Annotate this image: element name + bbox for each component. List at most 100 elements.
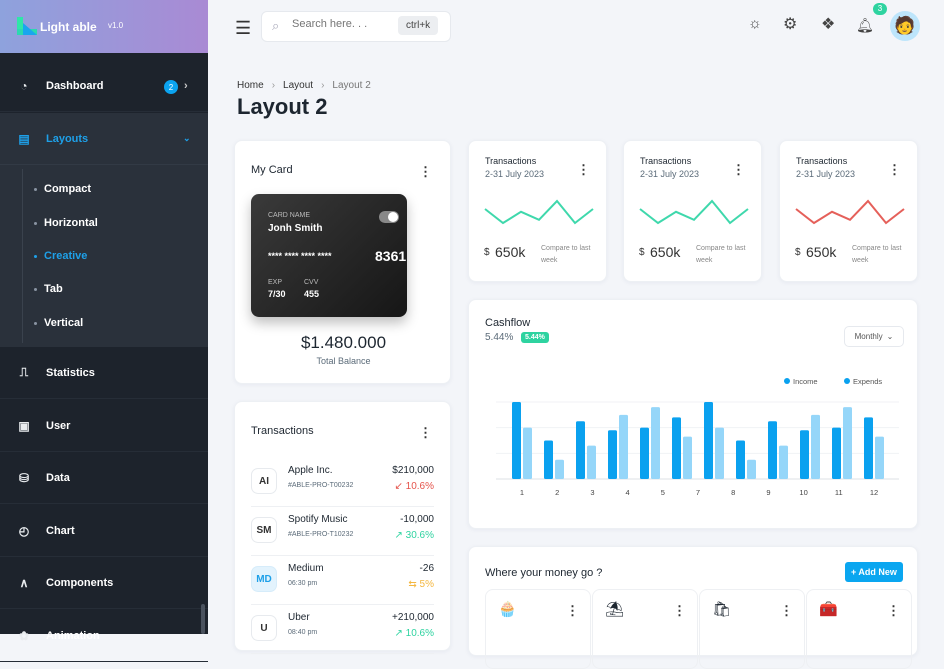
sidebar-item-data[interactable]: ⛁ Data xyxy=(0,452,208,504)
card-number-last: 8361 xyxy=(375,248,407,264)
bar-income xyxy=(864,417,873,479)
stat-value: 650k xyxy=(650,244,681,260)
credit-card[interactable]: CARD NAME Jonh Smith **** **** **** ****… xyxy=(251,194,407,317)
bell-icon[interactable]: 🔔︎ xyxy=(856,17,874,33)
x-tick-label: 4 xyxy=(626,488,630,497)
chevron-right-icon: › xyxy=(184,79,188,92)
money-category-card[interactable]: 🧁 ⋮ xyxy=(485,589,591,669)
transaction-name: Uber xyxy=(288,612,310,623)
sidebar-subitem-creative[interactable]: Creative xyxy=(0,242,208,270)
money-category-card[interactable]: 🧰 ⋮ xyxy=(806,589,912,669)
sidebar-item-layouts[interactable]: ▤ Layouts ⌄ xyxy=(0,113,208,165)
apps-icon[interactable]: ❖ xyxy=(821,16,836,33)
transaction-row[interactable]: SM Spotify Music #ABLE-PRO-T10232 -10,00… xyxy=(251,508,434,556)
menu-toggle-icon[interactable]: ☰ xyxy=(235,18,252,38)
transaction-name: Medium xyxy=(288,563,324,574)
search-input[interactable] xyxy=(292,18,392,30)
more-vertical-icon[interactable]: ⋮ xyxy=(887,603,900,618)
transaction-row[interactable]: MD Medium 06:30 pm -26 ⇆ 5% xyxy=(251,557,434,605)
money-title: Where your money go ? xyxy=(485,567,603,579)
legend-marker xyxy=(784,378,790,384)
search-box[interactable]: ⌕ ctrl+k xyxy=(261,11,451,42)
transaction-row[interactable]: AI Apple Inc. #ABLE-PRO-T00232 $210,000 … xyxy=(251,459,434,507)
stat-date: 2-31 July 2023 xyxy=(485,169,545,179)
user-card-icon: ▣ xyxy=(18,418,30,433)
transaction-sub: #ABLE-PRO-T10232 xyxy=(288,531,354,538)
sidebar-item-animation[interactable]: ✿ Animation xyxy=(0,610,208,662)
stat-title: Transactions xyxy=(796,156,848,166)
more-vertical-icon[interactable]: ⋮ xyxy=(888,162,901,177)
more-vertical-icon[interactable]: ⋮ xyxy=(419,164,432,179)
cvv-value: 455 xyxy=(304,289,320,299)
layout-icon: ▤ xyxy=(18,131,30,146)
avatar[interactable]: 🧑 xyxy=(890,11,920,41)
add-new-button[interactable]: + Add New xyxy=(845,562,903,582)
more-vertical-icon[interactable]: ⋮ xyxy=(732,162,745,177)
money-panel: Where your money go ? + Add New 🧁 ⋮ ⛱ ⋮ 🛍 ⋮ 🧰 ⋮ xyxy=(468,546,918,669)
sidebar-item-chart[interactable]: ◴ Chart xyxy=(0,505,208,557)
bar-expends xyxy=(619,414,628,479)
sparkline xyxy=(484,199,594,225)
transaction-row[interactable]: U Uber 08:40 pm +210,000 ↗ 10.6% xyxy=(251,606,434,654)
transaction-amount: -10,000 xyxy=(400,514,434,525)
cashflow-panel: Cashflow 5.44% 5.44% Monthly ⌄ Income Expe… xyxy=(468,299,918,529)
toggle-knob xyxy=(388,212,398,222)
search-icon: ⌕ xyxy=(272,18,280,33)
sun-icon[interactable]: ☼ xyxy=(748,15,762,32)
sidebar-scrollbar[interactable] xyxy=(201,604,205,634)
stat-card: Transactions 2-31 July 2023 ⋮ $ 650k Com… xyxy=(623,140,762,282)
transactions-panel: Transactions ⋮ AI Apple Inc. #ABLE-PRO-T… xyxy=(234,401,451,654)
money-category-card[interactable]: 🛍 ⋮ xyxy=(699,589,805,669)
money-category-card[interactable]: ⛱ ⋮ xyxy=(592,589,698,669)
total-balance: $1.480.000 xyxy=(300,333,387,352)
stat-card: Transactions 2-31 July 2023 ⋮ $ 650k Com… xyxy=(468,140,607,282)
bar-expends xyxy=(811,414,820,479)
sidebar-subitem-horizontal[interactable]: Horizontal xyxy=(0,209,208,237)
logo-icon xyxy=(17,17,37,35)
sidebar-item-user[interactable]: ▣ User xyxy=(0,400,208,452)
stat-date: 2-31 July 2023 xyxy=(640,169,700,179)
breadcrumb-home[interactable]: Home xyxy=(237,80,264,91)
sidebar-subitem-compact[interactable]: Compact xyxy=(0,175,208,203)
x-tick-label: 9 xyxy=(766,488,770,497)
sidebar-item-label: User xyxy=(46,419,71,432)
period-select[interactable]: Monthly ⌄ xyxy=(844,326,904,347)
sidebar-item-label: Layouts xyxy=(46,132,89,145)
transaction-sub: 08:40 pm xyxy=(288,629,318,636)
stat-currency: $ xyxy=(639,247,645,258)
page-title: Layout 2 xyxy=(237,94,328,119)
sidebar-subitem-vertical[interactable]: Vertical xyxy=(0,309,208,337)
x-tick-label: 3 xyxy=(590,488,594,497)
card-title: My Card xyxy=(251,164,293,176)
sidebar-item-statistics[interactable]: ⎍ Statistics xyxy=(0,347,208,399)
settings-icon[interactable]: ⚙ xyxy=(783,16,798,33)
x-tick-label: 11 xyxy=(835,488,843,497)
bar-expends xyxy=(587,445,596,479)
bar-income xyxy=(608,430,617,479)
bar-expends xyxy=(843,407,852,479)
bar-expends xyxy=(523,427,532,479)
brand-name: Light able xyxy=(40,20,97,34)
sidebar-subitem-tab[interactable]: Tab xyxy=(0,275,208,303)
cashflow-percent: 5.44% xyxy=(485,332,514,343)
sidebar-item-components[interactable]: ∧ Components xyxy=(0,557,208,609)
x-tick-label: 1 xyxy=(520,488,524,497)
breadcrumb-layout[interactable]: Layout xyxy=(283,80,314,91)
bar-expends xyxy=(779,445,788,479)
bar-income xyxy=(544,440,553,479)
sidebar-item-label: Components xyxy=(46,576,114,589)
more-vertical-icon[interactable]: ⋮ xyxy=(419,425,432,440)
sparkline-line xyxy=(795,199,905,225)
more-vertical-icon[interactable]: ⋮ xyxy=(566,603,579,618)
version: v1.0 xyxy=(108,21,124,30)
x-tick-label: 2 xyxy=(555,488,559,497)
x-tick-label: 7 xyxy=(696,488,700,497)
cashflow-badge: 5.44% xyxy=(521,332,549,343)
more-vertical-icon[interactable]: ⋮ xyxy=(577,162,590,177)
legend-marker xyxy=(844,378,850,384)
sidebar-item-dashboard[interactable]: ◔ Dashboard › xyxy=(0,60,208,112)
more-vertical-icon[interactable]: ⋮ xyxy=(780,603,793,618)
x-tick-label: 5 xyxy=(661,488,665,497)
more-vertical-icon[interactable]: ⋮ xyxy=(673,603,686,618)
